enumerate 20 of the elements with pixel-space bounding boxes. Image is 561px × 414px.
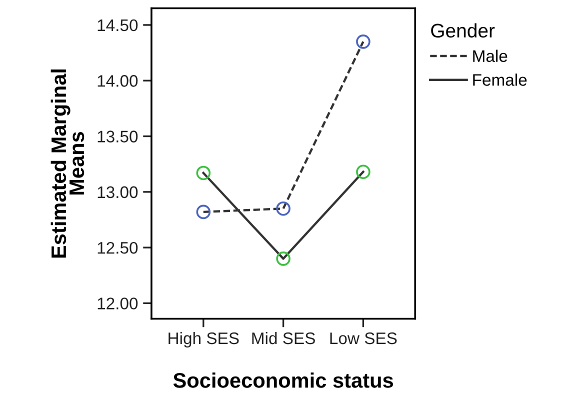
legend-label: Male: [473, 50, 508, 62]
point: [276, 201, 290, 216]
x-axis-title: Socioeconomic status: [173, 372, 394, 388]
y-tick-label: 12.00: [98, 298, 138, 310]
point: [356, 34, 370, 49]
x-tick-label: Low SES: [330, 332, 397, 344]
x-tick-label: High SES: [168, 332, 239, 348]
y-tick-label: 12.50: [98, 242, 138, 254]
y-tick-label: 14.00: [98, 75, 138, 87]
legend-title: Gender: [431, 23, 495, 38]
y-tick-label: 14.50: [98, 19, 138, 32]
point: [276, 252, 290, 266]
legend-label: Female: [473, 74, 527, 86]
y-axis-title: Estimated Marginal Means: [50, 69, 84, 258]
point: [356, 164, 370, 180]
x-tick-label: Mid SES: [252, 332, 315, 344]
point: [196, 166, 211, 180]
y-tick-label: 13.50: [98, 130, 138, 142]
y-tick-label: 13.00: [98, 186, 138, 198]
point: [196, 204, 211, 220]
